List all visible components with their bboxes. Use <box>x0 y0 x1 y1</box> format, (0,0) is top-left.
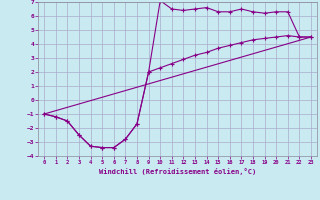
X-axis label: Windchill (Refroidissement éolien,°C): Windchill (Refroidissement éolien,°C) <box>99 168 256 175</box>
